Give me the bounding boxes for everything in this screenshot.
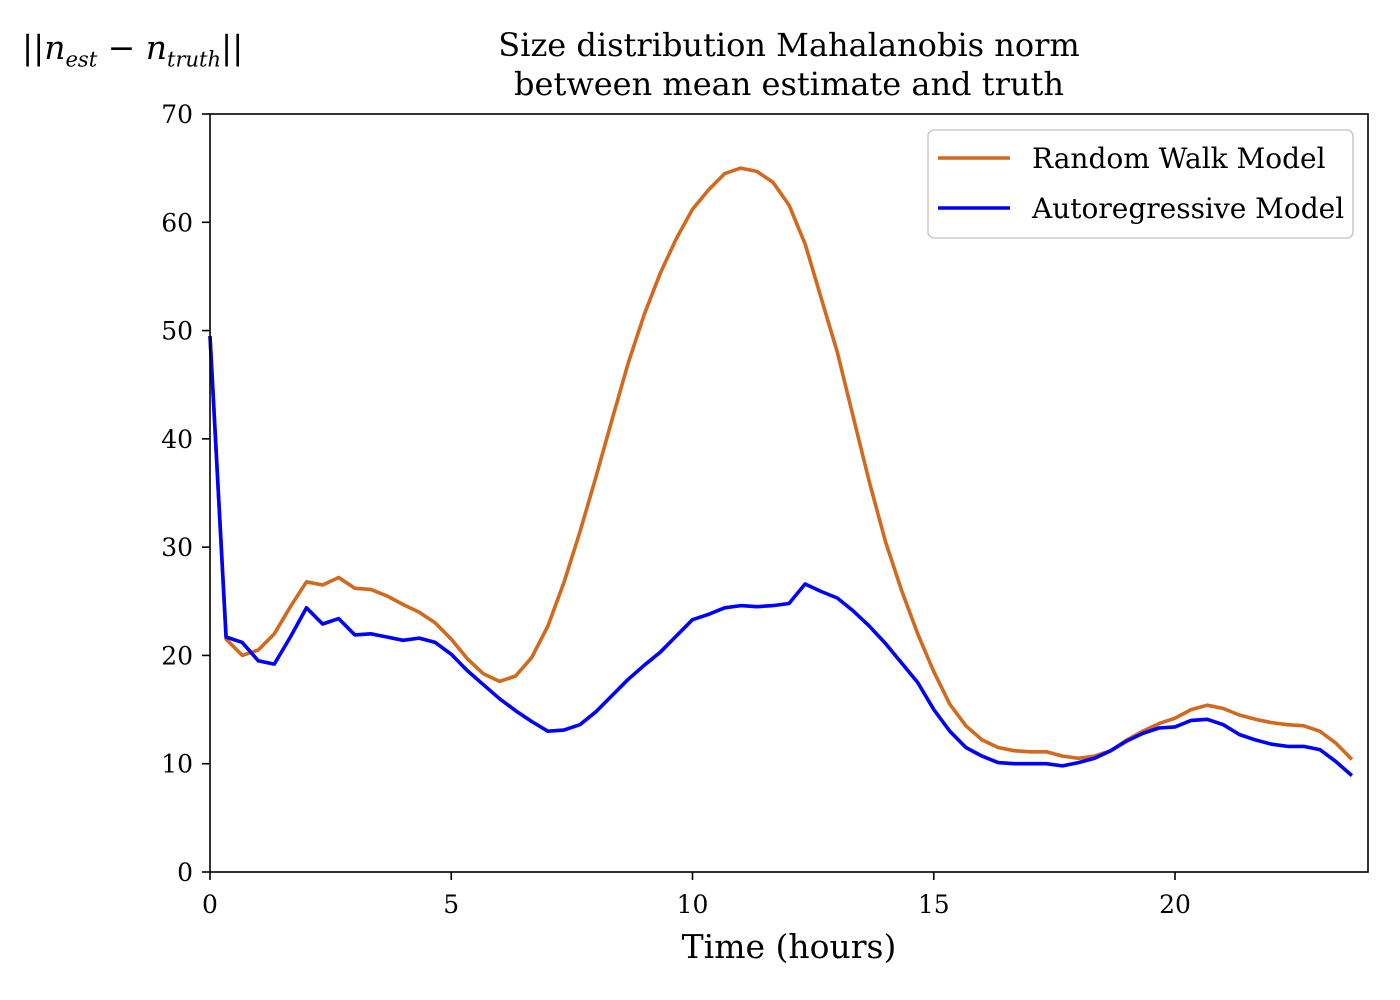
legend: Random Walk Model Autoregressive Model xyxy=(927,129,1354,239)
y-tick-label: 60 xyxy=(161,208,193,237)
y-label-prefix: ||n xyxy=(22,28,66,67)
y-tick-label: 30 xyxy=(161,533,193,562)
y-tick-label: 10 xyxy=(161,750,193,779)
legend-label-random-walk: Random Walk Model xyxy=(1032,142,1326,175)
y-axis-label: ||nest − ntruth|| xyxy=(22,28,243,72)
x-tick-label: 15 xyxy=(918,890,950,919)
series-line-autoregressive xyxy=(208,335,1354,777)
tick-labels: 0 5 10 15 20 0 10 20 30 40 50 60 70 xyxy=(161,100,1191,919)
tick-marks xyxy=(202,113,1176,880)
series-line-random-walk xyxy=(208,166,1354,761)
y-label-sub-est: est xyxy=(65,47,98,72)
x-tick-label: 20 xyxy=(1159,890,1191,919)
y-tick-label: 0 xyxy=(177,858,193,887)
x-axis-label: Time (hours) xyxy=(682,927,897,966)
chart-title-line1: Size distribution Mahalanobis norm xyxy=(498,26,1079,64)
x-tick-label: 5 xyxy=(443,890,459,919)
y-tick-label: 20 xyxy=(161,641,193,670)
y-label-suffix: || xyxy=(221,28,244,67)
series-layer xyxy=(208,166,1354,777)
chart-title-line2: between mean estimate and truth xyxy=(514,65,1064,103)
y-label-middle: − n xyxy=(97,28,168,67)
legend-label-autoregressive: Autoregressive Model xyxy=(1031,192,1344,225)
x-tick-label: 0 xyxy=(202,890,218,919)
legend-box xyxy=(927,129,1354,239)
y-tick-label: 70 xyxy=(161,100,193,129)
plot-frame xyxy=(209,113,1369,873)
y-label-sub-truth: truth xyxy=(167,47,222,72)
y-tick-label: 50 xyxy=(161,317,193,346)
x-tick-label: 10 xyxy=(677,890,709,919)
y-tick-label: 40 xyxy=(161,425,193,454)
